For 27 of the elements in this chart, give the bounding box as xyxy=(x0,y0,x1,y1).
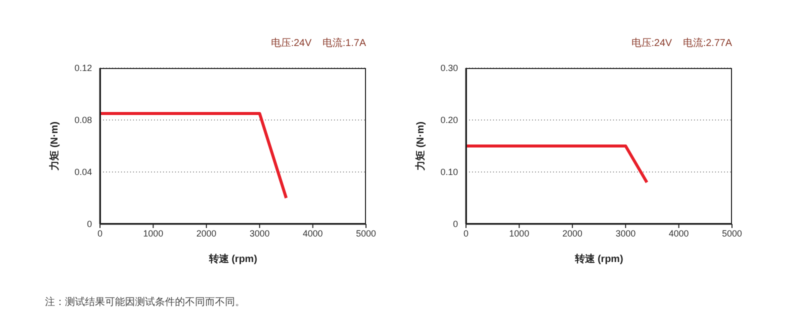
x-tick-label: 4000 xyxy=(668,228,689,238)
y-tick-label: 0.30 xyxy=(440,63,458,74)
x-tick-label: 1000 xyxy=(509,228,530,238)
x-tick-label: 3000 xyxy=(250,228,270,238)
y-tick-label: 0.12 xyxy=(74,63,92,74)
y-axis-title: 力矩 (N·m) xyxy=(414,122,427,170)
chart-subtitle: 电压:24V 电流:1.7A xyxy=(270,36,366,50)
chart-subtitle: 电压:24V 电流:2.77A xyxy=(631,36,732,50)
y-tick-label: 0 xyxy=(452,219,458,230)
y-axis-title: 力矩 (N·m) xyxy=(48,122,61,170)
y-tick-label: 0.10 xyxy=(440,167,458,178)
x-axis-title: 转速 (rpm) xyxy=(208,253,258,265)
x-axis-title: 转速 (rpm) xyxy=(574,253,624,265)
x-tick-label: 2000 xyxy=(196,228,216,238)
y-tick-label: 0.20 xyxy=(440,115,458,126)
text: 注：测试结果可能因测试条件的不同而不同。 xyxy=(45,296,245,309)
x-tick-label: 4000 xyxy=(302,228,323,238)
y-tick-label: 0 xyxy=(86,219,92,230)
x-tick-label: 2000 xyxy=(562,228,582,238)
x-tick-label: 5000 xyxy=(356,228,376,238)
x-tick-label: 3000 xyxy=(616,228,636,238)
x-tick-label: 0 xyxy=(463,228,469,238)
x-tick-label: 1000 xyxy=(143,228,164,238)
y-tick-label: 0.04 xyxy=(74,167,92,178)
x-tick-label: 5000 xyxy=(722,228,742,238)
y-tick-label: 0.08 xyxy=(74,115,92,126)
x-tick-label: 0 xyxy=(97,228,103,238)
